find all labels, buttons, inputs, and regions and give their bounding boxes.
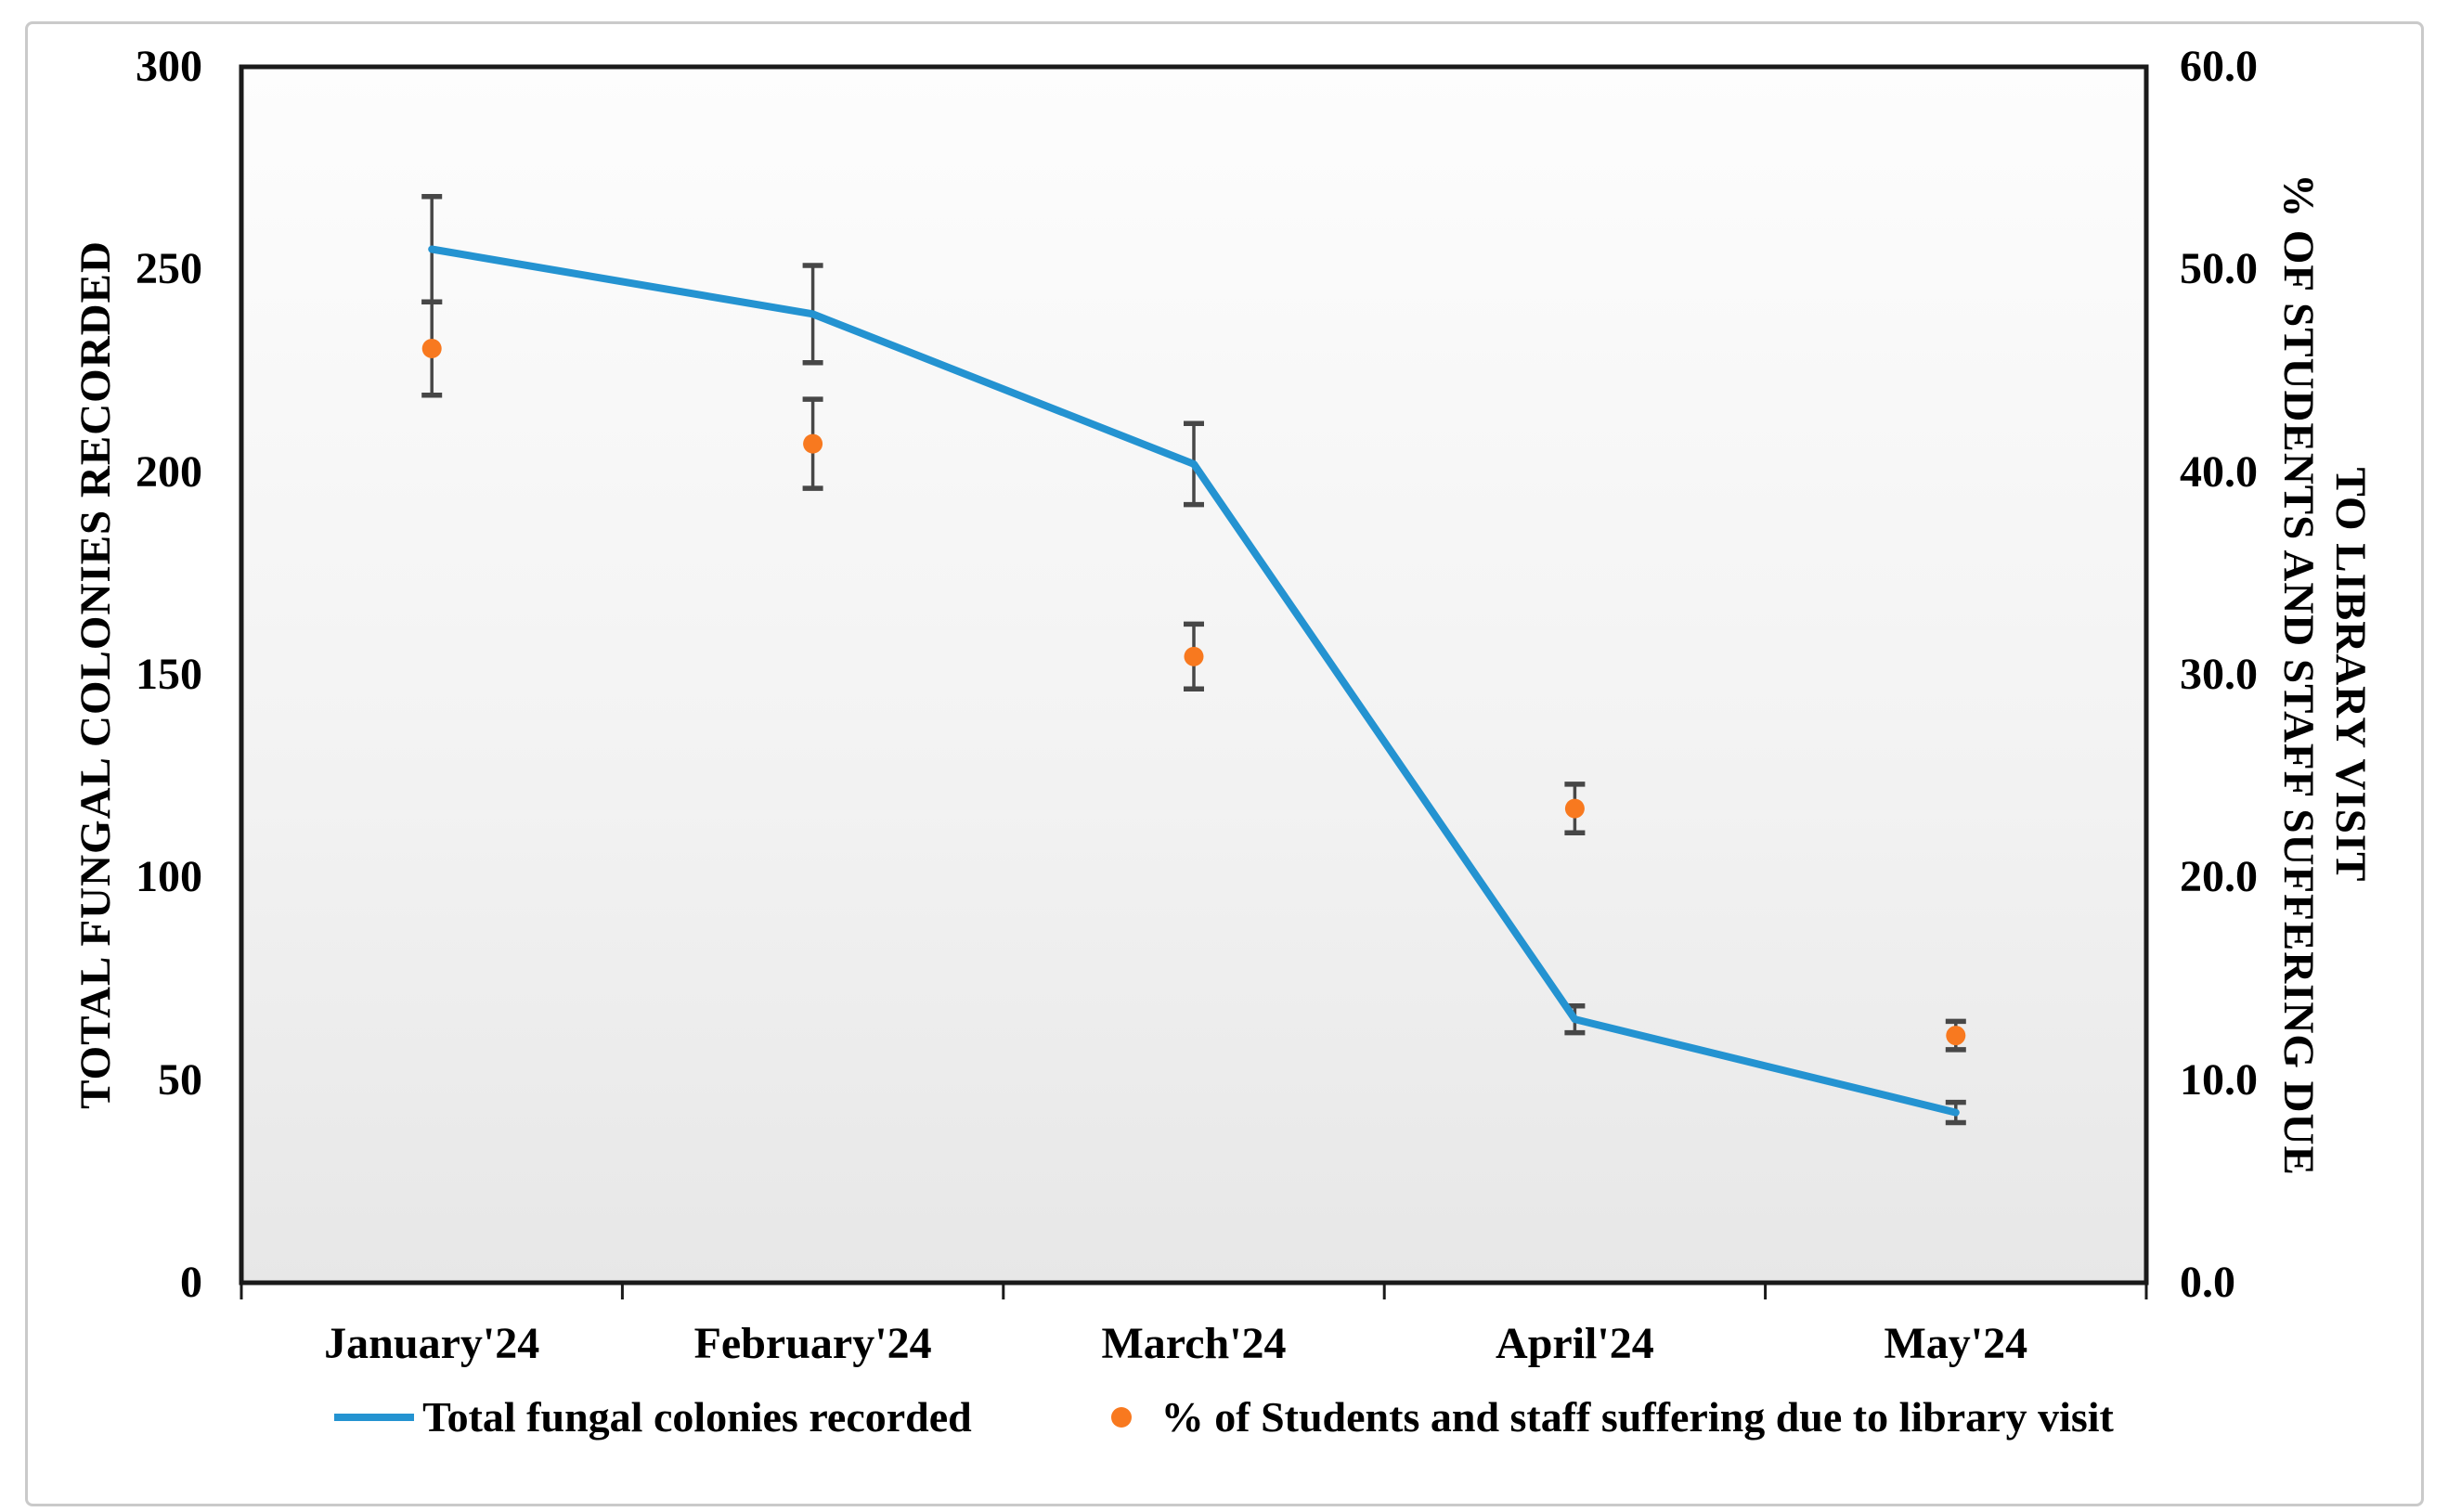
right-axis-tick-label: 20.0 [2180,852,2258,902]
data-point-dot [1184,646,1204,666]
left-axis-tick-label: 150 [136,650,202,699]
legend-label-colonies: Total fungal colonies recorded [422,1393,972,1441]
right-axis-tick-label: 10.0 [2180,1054,2258,1105]
x-axis-category-label: February'24 [693,1319,932,1368]
x-axis-category-label: March'24 [1101,1319,1287,1368]
right-axis-tick-label: 60.0 [2180,42,2258,91]
series-line-colonies [428,245,1960,1117]
left-axis-tick-label: 100 [136,852,202,902]
x-axis-category-label: April'24 [1496,1319,1654,1368]
legend-label-percentage: % of Students and staff suffering due to… [1160,1393,2114,1441]
right-axis-tick-label: 40.0 [2180,446,2258,497]
data-point-dot [1564,798,1585,819]
right-axis-title-line2: TO LIBRARY VISIT [2326,467,2375,883]
left-axis-tick-label: 300 [136,42,202,91]
plot-border [239,64,2149,1286]
data-point-dot [1946,1026,1966,1046]
right-axis-title: % OF STUDENTS AND STAFF SUFFERING DUE TO… [2273,174,2377,1176]
legend-item-colonies: Total fungal colonies recorded [334,1392,972,1441]
right-axis-title-line1: % OF STUDENTS AND STAFF SUFFERING DUE [2274,174,2323,1176]
left-axis-title: TOTAL FUNGAL COLONIES RECORDED [71,240,120,1109]
x-axis-category-label: May'24 [1884,1319,2028,1368]
legend-line-sample [334,1413,415,1421]
data-point-dot [421,338,442,358]
right-axis-tick-label: 30.0 [2180,650,2258,699]
legend-item-percentage: % of Students and staff suffering due to… [1110,1392,2114,1441]
x-axis-category-label: January'24 [324,1319,540,1368]
legend: Total fungal colonies recorded % of Stud… [0,1392,2448,1441]
right-axis-tick-label: 0.0 [2180,1258,2235,1307]
left-axis-tick-label: 0 [180,1258,202,1307]
right-axis-tick-label: 50.0 [2180,244,2258,294]
left-axis-tick-label: 50 [158,1054,202,1105]
data-point-dot [803,433,823,454]
left-axis-tick-label: 200 [136,446,202,497]
left-axis-tick-label: 250 [136,244,202,294]
legend-dot-sample [1110,1406,1132,1428]
